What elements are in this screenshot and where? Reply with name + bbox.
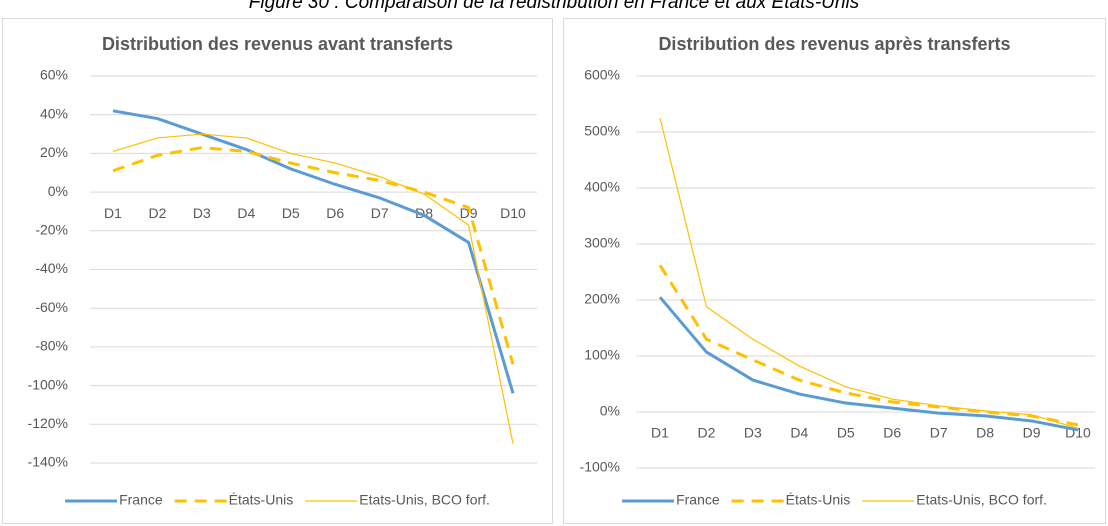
y-tick-label: 600% [584,67,620,83]
x-tick-label: D7 [930,425,948,441]
y-tick-label: -120% [28,415,68,431]
legend-label: États-Unis [786,492,851,508]
legend: France États-Unis Etats-Unis, BCO forf. [622,492,1047,508]
x-tick-label: D4 [237,205,255,221]
y-tick-label: 100% [584,347,620,363]
chart-title: Distribution des revenus après transfert… [658,34,1010,54]
y-tick-label: 40% [40,105,68,121]
series-line [112,146,515,365]
x-tick-label: D1 [651,425,669,441]
y-tick-label: 500% [584,123,620,139]
y-tick-label: -60% [35,299,68,315]
x-tick-label: D6 [883,425,901,441]
x-tick-label: D6 [326,205,344,221]
chart-title: Distribution des revenus avant transfert… [102,34,453,54]
x-tick-label: D10 [500,205,526,221]
series-line [112,109,515,394]
x-tick-label: D1 [104,205,122,221]
caption: Figure 30 : Comparaison de la redistribu… [249,0,860,13]
y-tick-label: 20% [40,144,68,160]
y-tick-label: 200% [584,291,620,307]
series-line [658,264,1079,427]
legend-label: Etats-Unis, BCO forf. [359,492,490,508]
x-tick-label: D2 [697,425,715,441]
panel-border [563,18,1106,524]
series-line [659,117,1079,429]
legend-label: France [676,492,720,508]
x-tick-label: D4 [790,425,808,441]
x-tick-label: D3 [744,425,762,441]
panel-border [2,18,553,524]
x-tick-label: D3 [193,205,211,221]
series-line [112,133,514,444]
legend-label: Etats-Unis, BCO forf. [916,492,1047,508]
x-tick-label: D5 [282,205,300,221]
y-tick-label: -40% [35,260,68,276]
x-tick-label: D5 [837,425,855,441]
y-tick-label: -80% [35,338,68,354]
legend: France États-Unis Etats-Unis, BCO forf. [65,492,490,508]
series-line [658,296,1079,432]
legend-label: France [119,492,163,508]
y-tick-label: 0% [48,183,68,199]
x-tick-label: D2 [148,205,166,221]
y-tick-label: -100% [28,376,68,392]
y-tick-label: 400% [584,179,620,195]
y-tick-label: 0% [600,403,620,419]
legend-label: États-Unis [229,492,294,508]
y-tick-label: 60% [40,67,68,83]
x-tick-label: D7 [371,205,389,221]
y-tick-label: 300% [584,235,620,251]
x-tick-label: D9 [1023,425,1041,441]
y-tick-label: -100% [580,459,620,475]
y-tick-label: -140% [28,454,68,470]
y-tick-label: -20% [35,222,68,238]
x-tick-label: D8 [976,425,994,441]
